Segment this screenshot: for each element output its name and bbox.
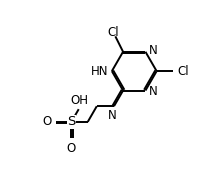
Text: Cl: Cl — [108, 26, 119, 39]
Text: Cl: Cl — [177, 65, 189, 78]
Text: HN: HN — [91, 65, 109, 78]
Text: N: N — [149, 85, 158, 98]
Text: O: O — [67, 142, 76, 155]
Text: OH: OH — [71, 94, 89, 107]
Text: N: N — [149, 44, 158, 57]
Text: S: S — [67, 115, 75, 128]
Text: N: N — [108, 109, 117, 122]
Text: O: O — [43, 115, 52, 128]
